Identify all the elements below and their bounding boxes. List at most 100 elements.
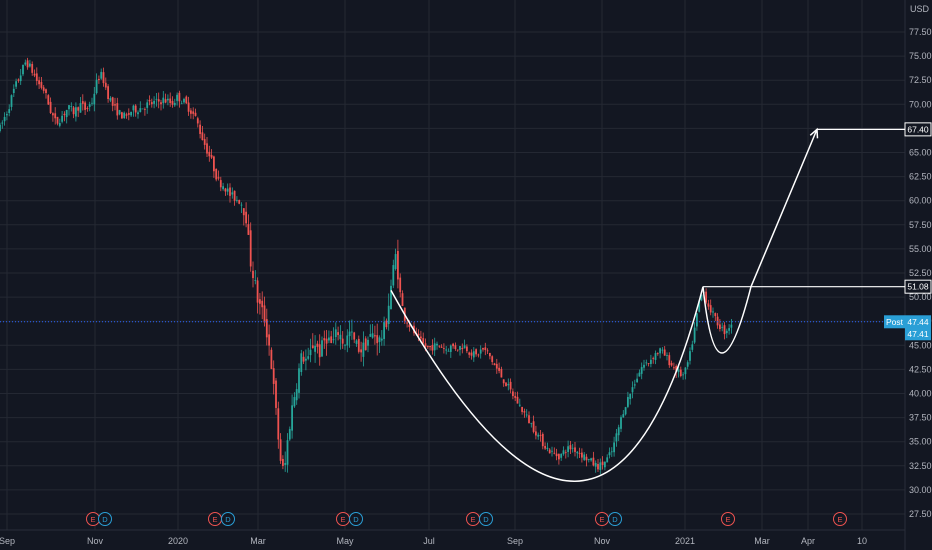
candle-body	[392, 265, 395, 286]
y-tick-label: 77.50	[909, 27, 932, 37]
candle-body	[104, 82, 107, 88]
candle-body	[341, 338, 344, 344]
candle-body	[348, 331, 351, 337]
candle-body	[22, 64, 24, 75]
candle-body	[226, 188, 229, 192]
candle-body	[454, 345, 457, 350]
candle-body	[164, 99, 167, 103]
candle-body	[541, 433, 544, 447]
y-tick-label: 65.00	[909, 148, 932, 158]
y-tick-label: 27.50	[909, 509, 932, 519]
candle-body	[691, 344, 694, 350]
candle-body	[148, 99, 151, 102]
time-axis[interactable]: Sep Nov 2020 Mar May Jul Sep Nov 2021 Mar Apr 10	[0, 529, 905, 546]
dividend-marker[interactable]: D	[479, 512, 493, 526]
candle-body	[599, 462, 602, 470]
price-tag-box	[905, 315, 931, 329]
candle-body	[558, 454, 560, 460]
candle-body	[532, 421, 535, 432]
y-tick-label: 72.50	[909, 75, 932, 85]
earnings-marker[interactable]: E	[86, 512, 100, 526]
candle-body	[146, 102, 149, 108]
price-tag-label: 47.41	[907, 329, 929, 339]
event-circle	[349, 512, 363, 526]
handle-curve[interactable]	[702, 286, 752, 354]
cup-and-handle-drawing[interactable]	[390, 127, 905, 482]
candle-body	[206, 143, 208, 154]
candle-body	[351, 331, 353, 333]
candle-body	[233, 190, 236, 201]
candle-body	[185, 96, 188, 104]
x-tick-label: Sep	[507, 536, 523, 546]
candle-body	[640, 367, 643, 374]
candle-body	[3, 116, 6, 122]
candle-body	[240, 204, 243, 206]
candle-body	[54, 113, 57, 119]
candle-body	[334, 329, 337, 338]
candle-body	[245, 211, 247, 224]
candle-body	[81, 101, 84, 104]
dividend-marker[interactable]: D	[608, 512, 622, 526]
event-label: D	[353, 515, 359, 524]
earnings-marker[interactable]: E	[208, 512, 222, 526]
candle-body	[604, 461, 606, 468]
arrow-head-icon	[809, 127, 819, 139]
earnings-marker[interactable]: E	[721, 512, 735, 526]
candle-body	[447, 350, 450, 352]
candle-body	[482, 347, 484, 350]
candle-body	[587, 459, 590, 460]
candle-body	[668, 355, 671, 366]
candle-body	[0, 124, 1, 132]
candle-body	[111, 97, 114, 106]
candle-body	[686, 362, 689, 367]
earnings-marker[interactable]: E	[336, 512, 350, 526]
candle-body	[610, 451, 613, 453]
candle-body	[302, 356, 305, 362]
earnings-marker[interactable]: E	[833, 512, 847, 526]
event-label: E	[470, 515, 475, 524]
candle-body	[137, 112, 139, 115]
candle-body	[500, 369, 503, 378]
candle-body	[689, 351, 691, 361]
price-tag: 67.40	[904, 122, 932, 137]
earnings-marker[interactable]: E	[595, 512, 609, 526]
candle-body	[650, 359, 652, 364]
candle-body	[374, 335, 376, 337]
candle-body	[431, 345, 434, 351]
candle-body	[486, 350, 489, 352]
y-tick-label: 40.00	[909, 389, 932, 399]
candle-body	[236, 199, 238, 201]
candle-body	[353, 332, 356, 340]
candle-body	[29, 63, 31, 67]
candle-body	[192, 111, 195, 114]
target-arrow[interactable]	[750, 129, 818, 287]
candle-body	[201, 132, 204, 141]
candle-body	[712, 311, 714, 313]
candle-body	[479, 349, 482, 354]
candle-body	[652, 358, 655, 359]
cup-curve[interactable]	[390, 286, 704, 482]
price-axis[interactable]: USD 77.5075.0072.5070.0067.5065.0062.506…	[904, 0, 932, 550]
dividend-marker[interactable]: D	[98, 512, 112, 526]
earnings-marker[interactable]: E	[466, 512, 480, 526]
candle-body	[367, 339, 369, 346]
y-tick-label: 50.00	[909, 292, 932, 302]
candle-body	[608, 452, 611, 456]
candle-body	[663, 349, 666, 356]
candle-body	[477, 354, 480, 356]
dividend-marker[interactable]: D	[349, 512, 363, 526]
candle-body	[378, 337, 381, 343]
candle-body	[670, 362, 673, 366]
candle-body	[231, 192, 234, 195]
candle-body	[615, 433, 618, 442]
dividend-marker[interactable]: D	[221, 512, 235, 526]
candle-body	[656, 353, 659, 354]
candle-body	[58, 123, 61, 126]
candle-body	[141, 108, 144, 110]
event-label: E	[599, 515, 604, 524]
event-label: E	[837, 515, 842, 524]
candle-body	[357, 338, 360, 352]
